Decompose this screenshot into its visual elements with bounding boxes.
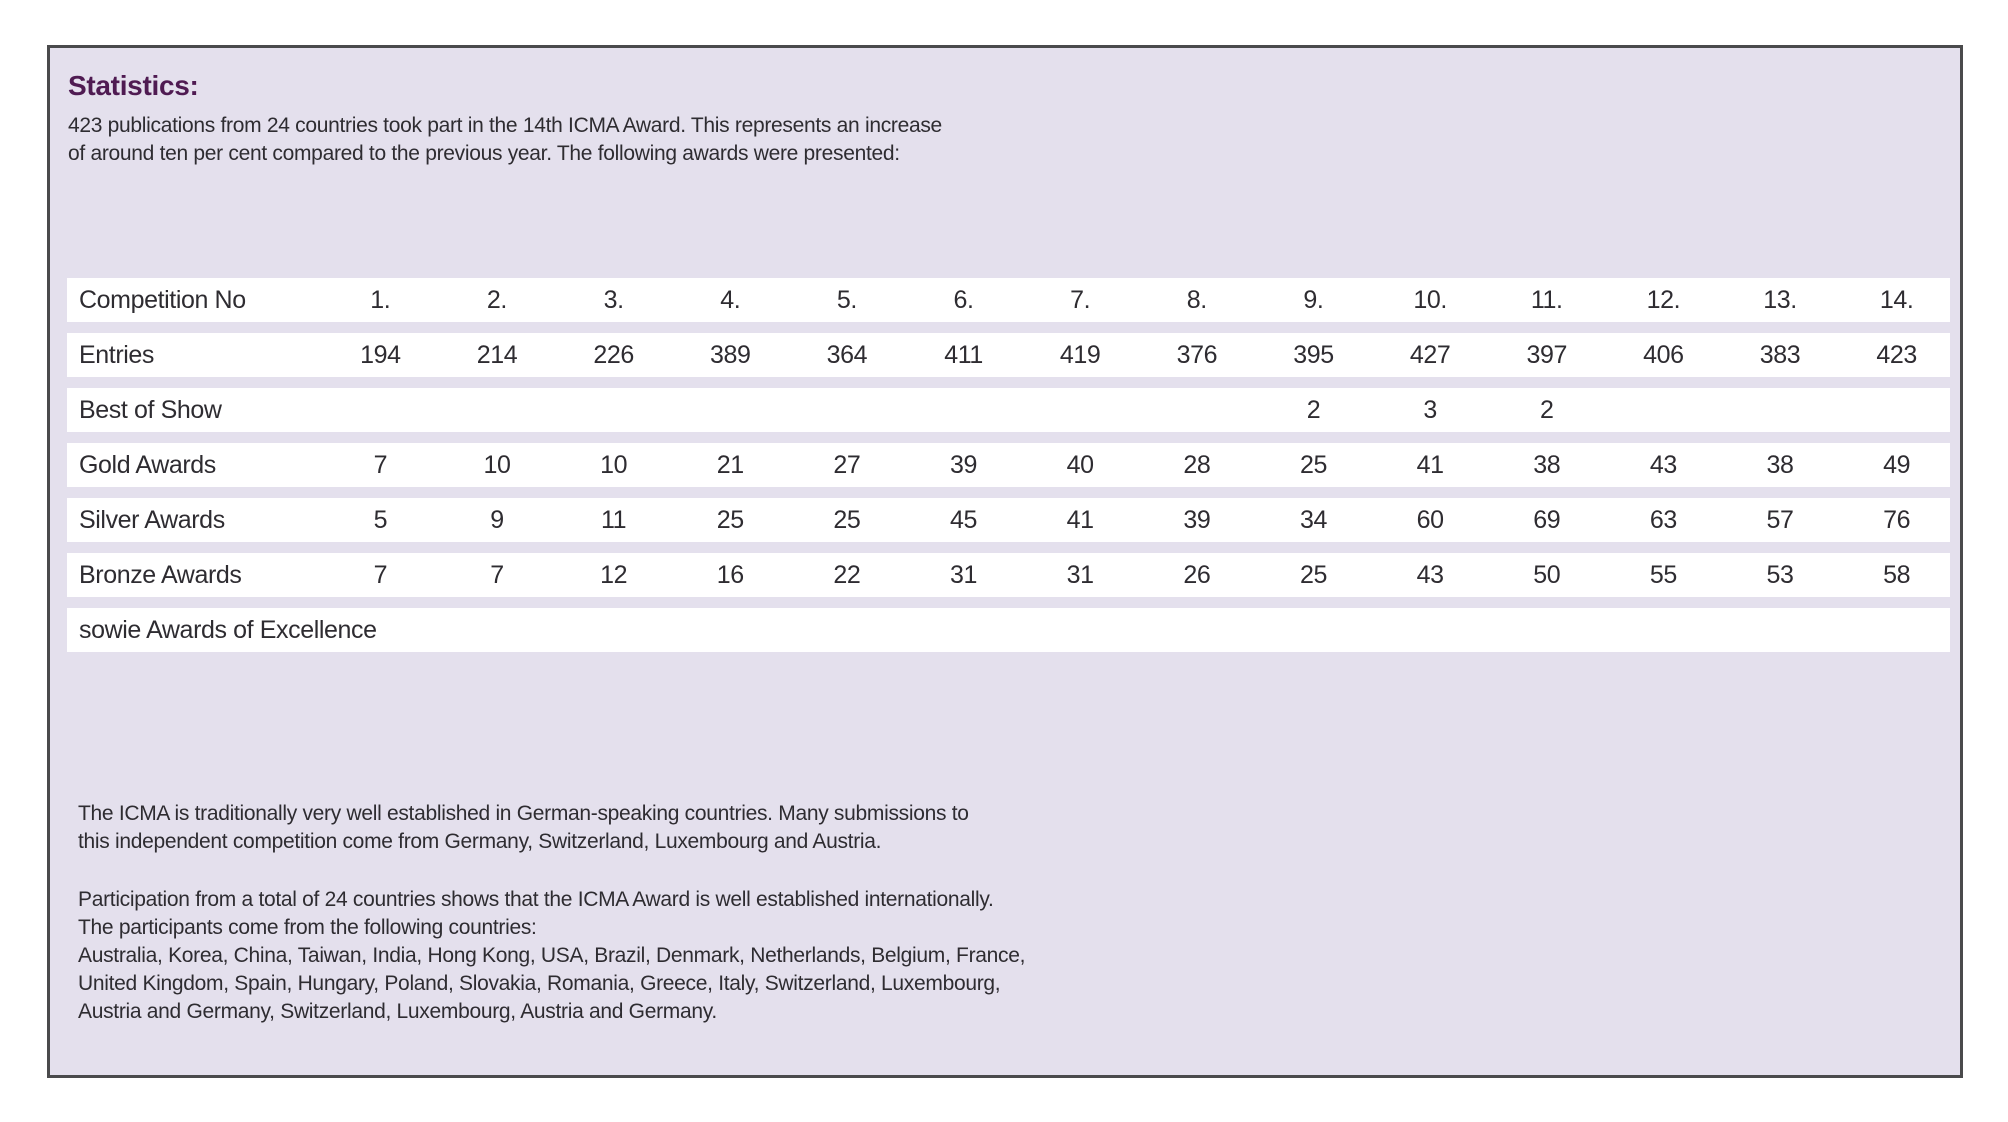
- table-cell: 383: [1759, 340, 1801, 369]
- column-header: 2.: [486, 285, 507, 314]
- table-cell: 11: [601, 505, 627, 534]
- table-cell: 38: [1533, 450, 1561, 479]
- row-label: Bronze Awards: [79, 560, 242, 589]
- table-cell: 7: [373, 450, 388, 479]
- table-cell: 427: [1409, 340, 1451, 369]
- table-row-best-of-show: Best of Show 2 3 2: [67, 388, 1950, 432]
- table-cell: 58: [1883, 560, 1911, 589]
- table-cell: 21: [716, 450, 744, 479]
- table-cell: 10: [600, 450, 628, 479]
- table-row-entries: Entries 194 214 226 389 364 411 419 376 …: [67, 333, 1950, 377]
- table-header-row: Competition No 1. 2. 3. 4. 5. 6. 7. 8. 9…: [67, 278, 1950, 322]
- table-cell: 2: [1539, 395, 1554, 424]
- column-header: 7.: [1070, 285, 1091, 314]
- table-cell: 41: [1066, 505, 1094, 534]
- table-cell: 28: [1183, 450, 1211, 479]
- table-cell: 31: [950, 560, 978, 589]
- table-cell: 10: [483, 450, 511, 479]
- table-cell: 53: [1766, 560, 1794, 589]
- table-cell: 63: [1649, 505, 1677, 534]
- table-cell: 194: [360, 340, 401, 369]
- table-cell: 39: [1183, 505, 1211, 534]
- table-cell: 34: [1299, 505, 1327, 534]
- table-cell: 2: [1306, 395, 1321, 424]
- row-label: Entries: [79, 340, 155, 369]
- table-cell: 38: [1766, 450, 1794, 479]
- paragraph-participation: Participation from a total of 24 countri…: [78, 888, 1026, 1023]
- table-cell: 9: [490, 505, 504, 534]
- row-label-competition-no: Competition No: [79, 285, 246, 314]
- row-label: Best of Show: [79, 395, 222, 424]
- table-cell: 7: [490, 560, 504, 589]
- table-cell: 397: [1526, 340, 1567, 369]
- table-cell: 39: [950, 450, 978, 479]
- table-cell: 419: [1059, 340, 1101, 369]
- table-cell: 22: [833, 560, 861, 589]
- row-label: Gold Awards: [79, 450, 216, 479]
- table-cell: 376: [1176, 340, 1218, 369]
- table-cell: 406: [1643, 340, 1684, 369]
- column-header: 3.: [603, 285, 624, 314]
- paragraph-german-speaking: The ICMA is traditionally very well esta…: [78, 802, 969, 853]
- table-cell: 27: [833, 450, 861, 479]
- column-header: 11.: [1530, 285, 1563, 314]
- table-cell: 31: [1066, 560, 1094, 589]
- statistics-heading: Statistics:: [68, 70, 199, 101]
- table-cell: 57: [1766, 505, 1794, 534]
- table-cell: 49: [1883, 450, 1911, 479]
- table-cell: 43: [1416, 560, 1444, 589]
- table-cell: 45: [950, 505, 978, 534]
- table-cell: 7: [373, 560, 388, 589]
- table-cell: 395: [1293, 340, 1334, 369]
- table-cell: 411: [944, 340, 983, 369]
- statistics-panel: Statistics: 423 publications from 24 cou…: [47, 45, 1963, 1078]
- table-cell: 5: [373, 505, 388, 534]
- table-cell: 76: [1883, 505, 1911, 534]
- column-header: 8.: [1186, 285, 1207, 314]
- table-cell: 55: [1649, 560, 1677, 589]
- table-cell: 50: [1533, 560, 1561, 589]
- table-cell: 43: [1649, 450, 1677, 479]
- column-header: 10.: [1413, 285, 1447, 314]
- table-cell: 12: [600, 560, 628, 589]
- column-header: 6.: [953, 285, 974, 314]
- table-cell: 389: [709, 340, 751, 369]
- table-row-silver-awards: Silver Awards 5 9 11 25 25 45 41 39 34 6…: [67, 498, 1950, 542]
- table-cell: 41: [1416, 450, 1444, 479]
- column-header: 13.: [1763, 285, 1797, 314]
- table-cell: 364: [826, 340, 868, 369]
- row-label: Silver Awards: [79, 505, 225, 534]
- table-cell: 26: [1183, 560, 1211, 589]
- table-cell: 69: [1533, 505, 1561, 534]
- column-header: 4.: [720, 285, 741, 314]
- column-header: 1.: [370, 285, 391, 314]
- intro-text: 423 publications from 24 countries took …: [68, 114, 942, 165]
- table-cell: 25: [716, 505, 744, 534]
- table-cell: 25: [1299, 450, 1327, 479]
- column-header: 9.: [1303, 285, 1324, 314]
- table-row-bronze-awards: Bronze Awards 7 7 12 16 22 31 31 26 25 4…: [67, 553, 1950, 597]
- table-cell: 25: [1299, 560, 1327, 589]
- table-cell: 423: [1876, 340, 1917, 369]
- table-cell: 60: [1416, 505, 1444, 534]
- table-row-gold-awards: Gold Awards 7 10 10 21 27 39 40 28 25 41…: [67, 443, 1950, 487]
- table-cell: 25: [833, 505, 861, 534]
- table-cell: 16: [716, 560, 744, 589]
- column-header: 12.: [1646, 285, 1681, 314]
- column-header: 14.: [1879, 285, 1914, 314]
- row-label: sowie Awards of Excellence: [79, 615, 377, 644]
- table-cell: 226: [593, 340, 634, 369]
- table-cell: 214: [476, 340, 518, 369]
- awards-table: Competition No 1. 2. 3. 4. 5. 6. 7. 8. 9…: [67, 278, 1950, 652]
- table-cell: 40: [1066, 450, 1094, 479]
- column-header: 5.: [836, 285, 857, 314]
- table-cell: 3: [1423, 395, 1437, 424]
- table-row-awards-of-excellence: sowie Awards of Excellence: [67, 608, 1950, 652]
